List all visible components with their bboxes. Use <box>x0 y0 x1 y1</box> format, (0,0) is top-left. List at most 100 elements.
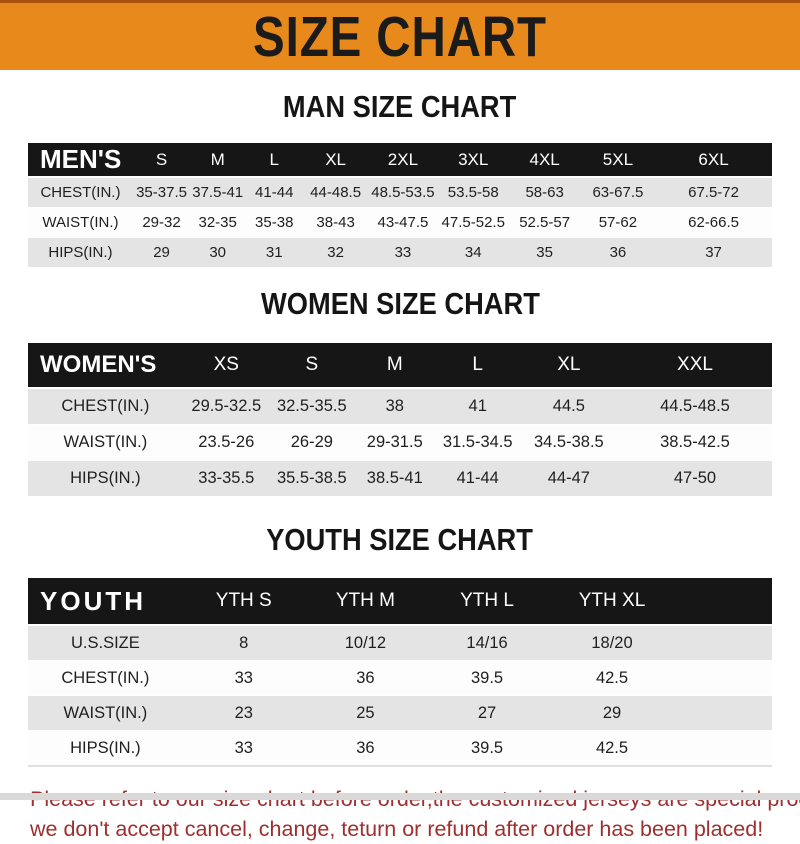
table-row: WAIST(IN.) 23.5-26 26-29 29-31.5 31.5-34… <box>28 424 772 461</box>
cell: 29 <box>548 695 676 731</box>
cell: 38 <box>353 387 436 425</box>
cell: 34.5-38.5 <box>519 424 618 461</box>
row-label-cell: CHEST(IN.) <box>28 660 183 696</box>
table-row: HIPS(IN.) 29 30 31 32 33 34 35 36 37 <box>28 237 772 267</box>
cell: 52.5-57 <box>508 207 581 238</box>
cell: 32-35 <box>190 207 246 238</box>
size-column-header: XL <box>519 343 618 389</box>
cell: 34 <box>437 237 509 267</box>
size-column-header: YTH M <box>304 578 427 626</box>
cell: 31.5-34.5 <box>435 424 520 461</box>
cell: 47.5-52.5 <box>437 207 509 238</box>
cell: 58-63 <box>508 176 581 208</box>
cell: 29-32 <box>132 207 191 238</box>
cell: 35 <box>508 237 581 267</box>
size-column-header: XXL <box>617 343 772 389</box>
cell: 23.5-26 <box>182 424 270 461</box>
cell: 41-44 <box>435 460 520 496</box>
size-column-header: 2XL <box>367 143 438 178</box>
row-label-cell: WAIST(IN.) <box>28 695 183 731</box>
cell: 33 <box>182 660 305 696</box>
row-label-cell: WAIST(IN.) <box>28 424 183 461</box>
size-column-header: M <box>353 343 436 389</box>
cell: 38-43 <box>303 207 368 238</box>
cell: 35.5-38.5 <box>269 460 354 496</box>
row-label-cell: U.S.SIZE <box>28 624 183 661</box>
cell: 35-38 <box>245 207 304 238</box>
cell: 44.5-48.5 <box>617 387 772 425</box>
cell: 29-31.5 <box>353 424 436 461</box>
cell: 36 <box>580 237 656 267</box>
cell: 10/12 <box>304 624 427 661</box>
size-column-header: 5XL <box>580 143 656 178</box>
cell: 33-35.5 <box>182 460 270 496</box>
size-column-header: XS <box>182 343 270 389</box>
men-table-title-cell: MEN'S <box>28 143 133 178</box>
cell: 30 <box>190 237 246 267</box>
women-size-table: WOMEN'S XS S M L XL XXL CHEST(IN.) 29.5-… <box>28 343 772 496</box>
size-column-header: XL <box>303 143 368 178</box>
cell: 47-50 <box>617 460 772 496</box>
section-heading-youth: YOUTH SIZE CHART <box>0 496 800 578</box>
cell: 33 <box>367 237 438 267</box>
banner-title: SIZE CHART <box>253 5 547 69</box>
section-heading-man-text: MAN SIZE CHART <box>283 89 517 124</box>
table-row: CHEST(IN.) 29.5-32.5 32.5-35.5 38 41 44.… <box>28 387 772 425</box>
cell: 38.5-41 <box>353 460 436 496</box>
size-column-header: YTH XL <box>548 578 676 626</box>
section-heading-women-text: WOMEN SIZE CHART <box>260 286 540 321</box>
cell: 23 <box>182 695 305 731</box>
cell: 37.5-41 <box>190 176 246 208</box>
cell: 41-44 <box>245 176 304 208</box>
cell: 32 <box>303 237 368 267</box>
cell: 57-62 <box>580 207 656 238</box>
row-label-cell: HIPS(IN.) <box>28 730 183 766</box>
cell: 42.5 <box>548 660 676 696</box>
spacer-cell <box>676 660 772 696</box>
spacer-cell <box>676 730 772 766</box>
size-column-header: M <box>190 143 246 178</box>
women-table-header-row: WOMEN'S XS S M L XL XXL <box>28 343 772 389</box>
bottom-strip <box>0 793 800 800</box>
cell: 29 <box>132 237 191 267</box>
cell: 43-47.5 <box>367 207 438 238</box>
youth-table-title-cell: YOUTH <box>28 578 183 626</box>
cell: 14/16 <box>426 624 549 661</box>
cell: 27 <box>426 695 549 731</box>
cell: 33 <box>182 730 305 766</box>
section-heading-youth-text: YOUTH SIZE CHART <box>266 522 534 557</box>
cell: 8 <box>182 624 305 661</box>
row-label-cell: CHEST(IN.) <box>28 176 133 208</box>
size-column-header: L <box>435 343 520 389</box>
row-label-cell: HIPS(IN.) <box>28 237 133 267</box>
cell: 41 <box>435 387 520 425</box>
table-row: U.S.SIZE 8 10/12 14/16 18/20 <box>28 624 772 661</box>
women-table-title-cell: WOMEN'S <box>28 343 183 389</box>
size-column-header: 3XL <box>437 143 509 178</box>
cell: 25 <box>304 695 427 731</box>
youth-table-header-row: YOUTH YTH S YTH M YTH L YTH XL <box>28 578 772 626</box>
table-row: WAIST(IN.) 29-32 32-35 35-38 38-43 43-47… <box>28 207 772 238</box>
cell: 32.5-35.5 <box>269 387 354 425</box>
size-column-header: L <box>245 143 304 178</box>
table-row: HIPS(IN.) 33 36 39.5 42.5 <box>28 730 772 766</box>
cell: 62-66.5 <box>655 207 772 238</box>
row-label-cell: WAIST(IN.) <box>28 207 133 238</box>
cell: 39.5 <box>426 730 549 766</box>
footer-line-2: we don't accept cancel, change, teturn o… <box>30 817 764 841</box>
table-row: WAIST(IN.) 23 25 27 29 <box>28 695 772 731</box>
size-column-header: S <box>269 343 354 389</box>
cell: 31 <box>245 237 304 267</box>
cell: 35-37.5 <box>132 176 191 208</box>
spacer-header-cell <box>676 578 772 626</box>
cell: 37 <box>655 237 772 267</box>
men-size-table: MEN'S S M L XL 2XL 3XL 4XL 5XL 6XL CHEST… <box>28 143 772 267</box>
spacer-cell <box>676 695 772 731</box>
cell: 44.5 <box>519 387 618 425</box>
table-row: CHEST(IN.) 33 36 39.5 42.5 <box>28 660 772 696</box>
row-label-cell: HIPS(IN.) <box>28 460 183 496</box>
row-label-cell: CHEST(IN.) <box>28 387 183 425</box>
cell: 42.5 <box>548 730 676 766</box>
size-column-header: 6XL <box>655 143 772 178</box>
section-heading-man: MAN SIZE CHART <box>0 70 800 143</box>
